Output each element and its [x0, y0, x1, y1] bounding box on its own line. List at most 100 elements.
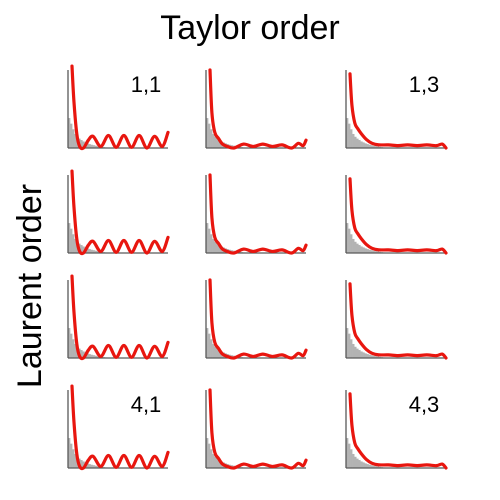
series-line	[70, 64, 170, 151]
histogram-bar	[212, 453, 215, 468]
histogram-bar	[70, 333, 73, 358]
histogram-bar	[218, 140, 221, 148]
histogram-bar	[358, 140, 361, 148]
histogram-bar	[364, 143, 367, 148]
histogram-bar	[208, 333, 211, 358]
histogram-bar	[216, 243, 219, 253]
panel-2-2	[205, 173, 308, 255]
histogram-bar	[94, 250, 97, 253]
series-line	[70, 384, 170, 471]
histogram-bar	[86, 353, 89, 358]
histogram-bar	[82, 246, 85, 253]
histogram-bar	[376, 251, 380, 253]
histogram-bar	[348, 443, 351, 468]
histogram-bar	[358, 350, 361, 358]
histogram-bar	[216, 458, 219, 468]
histogram-bar	[356, 348, 359, 358]
histogram-bar	[94, 145, 97, 148]
panel-1-3: 1,3	[345, 70, 448, 150]
panel-3-2	[205, 278, 308, 360]
series-line	[208, 68, 308, 150]
histogram-bar	[370, 250, 373, 253]
histogram-bar	[82, 351, 85, 358]
series-line	[348, 392, 448, 470]
histogram-bar	[96, 356, 99, 358]
histogram-bar	[374, 146, 377, 148]
histogram-bar	[214, 456, 217, 468]
series-line	[348, 72, 448, 150]
histogram-bar	[68, 223, 71, 253]
histogram-bar	[206, 223, 209, 253]
panel-1-2	[205, 68, 308, 150]
histogram-bar	[356, 138, 359, 148]
histogram-bar	[208, 123, 211, 148]
histogram-bar	[352, 238, 355, 253]
histogram-bar	[346, 438, 349, 468]
histogram-bar	[346, 328, 349, 358]
histogram-bar	[352, 343, 355, 358]
histogram-bar	[92, 145, 95, 148]
series-line	[348, 282, 448, 360]
panel-3-3	[345, 280, 448, 360]
histogram-bar	[218, 350, 221, 358]
histogram-bar	[210, 234, 213, 253]
histogram-bar	[370, 465, 373, 468]
histogram-bar	[374, 466, 377, 468]
histogram-bar	[74, 133, 77, 148]
histogram-bar	[72, 449, 75, 468]
series-line	[208, 173, 308, 255]
histogram-bar	[354, 346, 357, 358]
histogram-bar	[362, 462, 365, 468]
series-line	[70, 169, 170, 256]
histogram-bar	[366, 354, 369, 358]
histogram-bar	[86, 463, 89, 468]
histogram-bar	[372, 250, 375, 253]
histogram-bar	[80, 350, 83, 358]
histogram-bar	[208, 228, 211, 253]
histogram-bar	[370, 145, 373, 148]
histogram-bar	[376, 146, 380, 148]
histogram-bar	[206, 328, 209, 358]
histogram-bar	[74, 343, 77, 358]
histogram-bar	[368, 464, 371, 468]
histogram-bar	[362, 352, 365, 358]
histogram-bar	[70, 228, 73, 253]
histogram-bar	[358, 245, 361, 253]
histogram-bar	[212, 343, 215, 358]
histogram-bar	[346, 118, 349, 148]
histogram-bar	[80, 460, 83, 468]
histogram-bar	[348, 333, 351, 358]
histogram-bar	[218, 460, 221, 468]
histogram-bar	[88, 354, 91, 358]
histogram-bar	[366, 249, 369, 253]
histogram-bar	[68, 118, 71, 148]
histogram-bar	[68, 438, 71, 468]
histogram-bar	[90, 249, 93, 253]
panel-1-1: 1,1	[67, 64, 170, 151]
panel-4-2	[205, 388, 308, 470]
histogram-bar	[354, 241, 357, 253]
series-line	[208, 388, 308, 470]
histogram-bar	[218, 245, 221, 253]
histogram-bar	[372, 355, 375, 358]
histogram-bar	[364, 248, 367, 253]
histogram-bar	[88, 249, 91, 253]
histogram-bar	[82, 141, 85, 148]
histogram-bar	[68, 328, 71, 358]
histogram-bar	[374, 251, 377, 253]
panel-3-1	[67, 274, 170, 361]
histogram-bar	[92, 355, 95, 358]
histogram-bar	[350, 129, 353, 148]
series-line	[348, 177, 448, 255]
histogram-bar	[216, 138, 219, 148]
histogram-bar	[366, 464, 369, 468]
histogram-bar	[214, 346, 217, 358]
histogram-bar	[210, 129, 213, 148]
histogram-bar	[350, 449, 353, 468]
histogram-bar	[364, 353, 367, 358]
histogram-bar	[210, 449, 213, 468]
histogram-bar	[206, 118, 209, 148]
histogram-bar	[214, 241, 217, 253]
histogram-bar	[70, 123, 73, 148]
